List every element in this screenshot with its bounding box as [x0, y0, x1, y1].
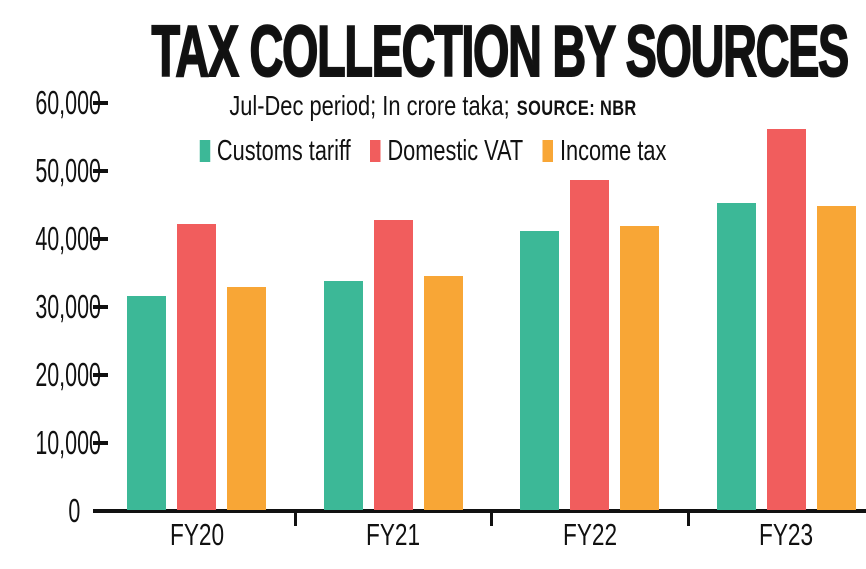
y-tick-mark — [93, 168, 108, 173]
legend-label: Customs tariff — [216, 135, 351, 167]
legend-label: Domestic VAT — [387, 135, 524, 167]
bar-fy22-customs-tariff — [520, 230, 560, 510]
bar-fy21-customs-tariff — [323, 280, 363, 510]
bar-fy23-income-tax — [816, 206, 856, 510]
bar-fy21-income-tax — [423, 276, 463, 510]
legend-item-customs-tariff: Customs tariff — [199, 134, 351, 168]
y-axis-label: 50,000 — [0, 154, 101, 187]
x-category-label: FY22 — [520, 519, 660, 551]
subtitle-text: Jul-Dec period; In crore taka; — [229, 90, 510, 121]
y-axis-label: 30,000 — [0, 290, 101, 323]
y-axis-label-text: 10,000 — [35, 423, 101, 461]
y-axis-label-text: 20,000 — [35, 355, 101, 393]
y-tick-mark — [93, 100, 108, 105]
bar-fy23-customs-tariff — [716, 202, 756, 510]
y-tick-mark — [93, 440, 108, 445]
chart-subtitle: Jul-Dec period; In crore taka; SOURCE: N… — [95, 90, 770, 122]
y-axis-label-text: 60,000 — [35, 83, 101, 121]
y-axis-label: 10,000 — [0, 426, 101, 459]
y-axis-label: 20,000 — [0, 358, 101, 391]
x-axis-tick — [490, 509, 493, 526]
legend: Customs tariff Domestic VAT Income tax — [108, 134, 758, 168]
x-category-label: FY21 — [323, 519, 463, 551]
x-category-label-text: FY23 — [759, 517, 814, 552]
x-category-label-text: FY21 — [366, 517, 421, 552]
x-category-label-text: FY20 — [169, 517, 224, 552]
y-tick-mark — [93, 236, 108, 241]
bar-fy20-domestic-vat — [177, 224, 217, 510]
y-axis-label: 0 — [0, 491, 80, 529]
legend-item-domestic-vat: Domestic VAT — [370, 134, 523, 168]
x-axis-tick — [293, 509, 297, 526]
legend-item-income-tax: Income tax — [542, 134, 667, 168]
y-axis-label-text: 50,000 — [35, 151, 101, 189]
y-axis-label: 40,000 — [0, 222, 101, 255]
subtitle-source: SOURCE: NBR — [516, 97, 637, 120]
bar-fy23-domestic-vat — [766, 128, 806, 510]
x-category-label: FY23 — [716, 519, 856, 551]
bar-fy22-domestic-vat — [570, 180, 610, 510]
y-axis-label: 60,000 — [0, 86, 101, 119]
y-axis-label-text: 30,000 — [35, 287, 101, 325]
y-tick-mark — [93, 372, 108, 377]
y-axis-label-text: 0 — [68, 491, 80, 529]
bar-fy22-income-tax — [620, 225, 660, 510]
bar-fy20-customs-tariff — [127, 295, 167, 510]
legend-swatch-icon — [542, 140, 554, 162]
y-tick-mark — [93, 304, 108, 309]
x-category-label: FY20 — [127, 519, 267, 551]
x-category-label-text: FY22 — [562, 517, 617, 552]
bar-fy20-income-tax — [227, 286, 267, 510]
x-axis-line — [93, 508, 866, 513]
legend-swatch-icon — [199, 140, 211, 162]
bar-fy21-domestic-vat — [373, 219, 413, 510]
legend-label: Income tax — [559, 135, 667, 167]
y-axis-label-text: 40,000 — [35, 219, 101, 257]
x-axis-tick — [686, 509, 690, 526]
legend-swatch-icon — [370, 140, 381, 162]
